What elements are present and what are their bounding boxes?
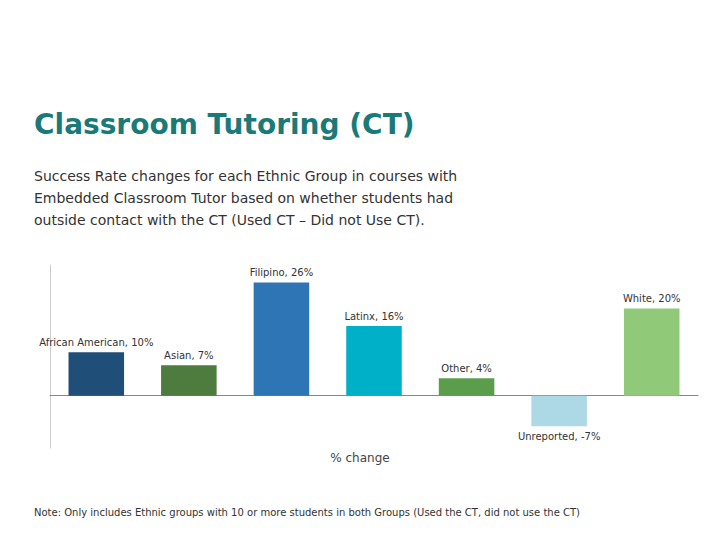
svg-text:Embedded Classroom Tutor based: Embedded Classroom Tutor based on whethe… <box>34 190 453 206</box>
svg-text:Unreported, -7%: Unreported, -7% <box>518 431 601 442</box>
svg-text:Asian, 7%: Asian, 7% <box>164 350 214 361</box>
svg-text:White, 20%: White, 20% <box>623 293 681 304</box>
svg-text:Other, 4%: Other, 4% <box>441 363 492 374</box>
svg-text:Classroom Tutoring (CT): Classroom Tutoring (CT) <box>34 108 415 141</box>
svg-text:Latinx, 16%: Latinx, 16% <box>344 311 403 322</box>
svg-text:Success Rate changes for each: Success Rate changes for each Ethnic Gro… <box>34 168 457 184</box>
svg-text:Filipino, 26%: Filipino, 26% <box>250 267 314 278</box>
svg-text:Note: Only includes Ethnic gro: Note: Only includes Ethnic groups with 1… <box>34 507 580 518</box>
svg-text:% change: % change <box>330 451 389 465</box>
svg-text:outside contact with the CT (U: outside contact with the CT (Used CT – D… <box>34 212 425 228</box>
svg-text:African American, 10%: African American, 10% <box>39 337 153 348</box>
